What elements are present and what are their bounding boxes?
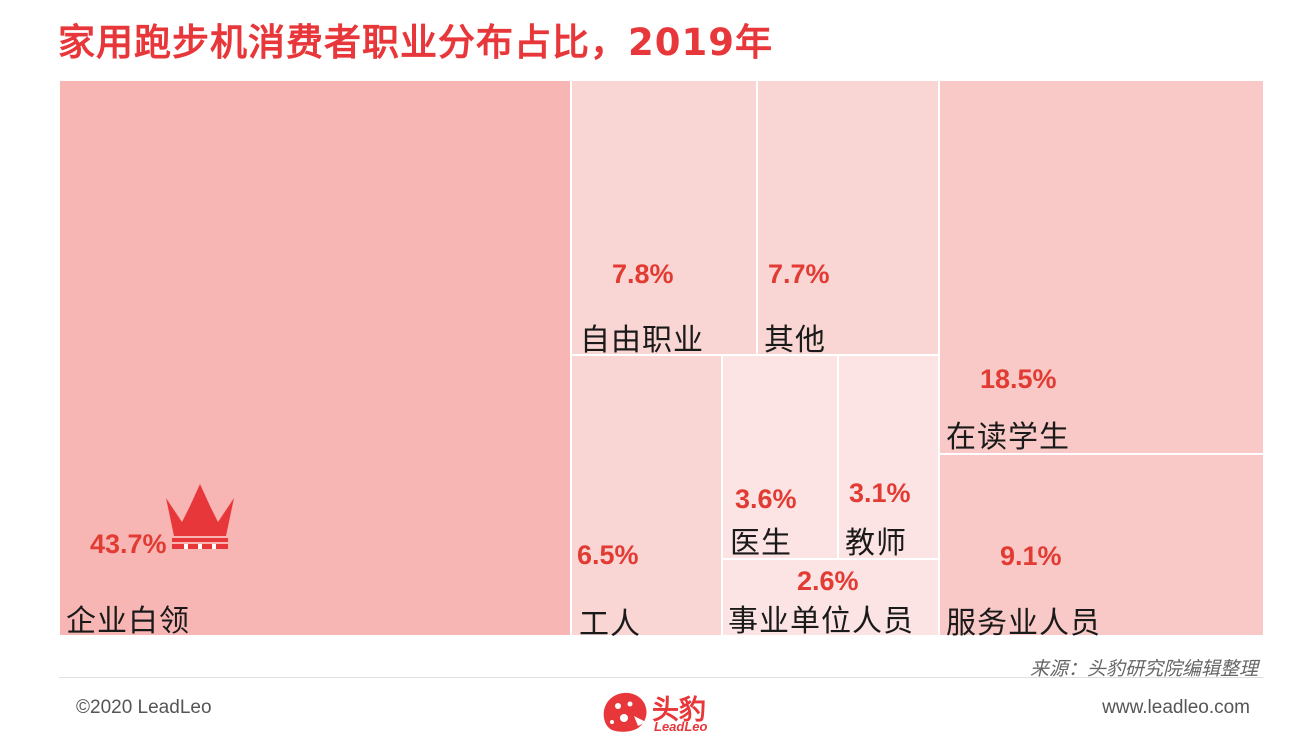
- tile-value-label: 3.6%: [735, 484, 797, 514]
- crown-icon: [166, 484, 234, 549]
- tile-value-label: 18.5%: [980, 364, 1057, 394]
- tile-category-label: 工人: [579, 607, 641, 642]
- brand-name-en: LeadLeo: [654, 719, 708, 734]
- tile-value-label: 6.5%: [577, 540, 639, 570]
- brand-name-cn: 头豹: [652, 695, 706, 726]
- tile-category-label: 服务业人员: [946, 606, 1101, 641]
- leopard-head-icon: [603, 692, 647, 732]
- treemap-chart: 43.7% 企业白领 18.5% 在读学生 9.1% 服务业人员 7.8% 自由职业 7.7% 其…: [59, 80, 1264, 642]
- copyright-text: ©2020 LeadLeo: [76, 697, 212, 718]
- brand-logo: 头豹 LeadLeo: [598, 688, 728, 736]
- source-note: 来源：头豹研究院编辑整理: [1029, 658, 1258, 680]
- website-link[interactable]: www.leadleo.com: [1102, 697, 1250, 718]
- treemap-tile-teacher: 3.1% 教师: [838, 355, 939, 561]
- tile-value-label: 3.1%: [849, 478, 911, 508]
- tile-value-label: 7.8%: [612, 259, 674, 289]
- tile-value-label: 2.6%: [797, 566, 859, 596]
- tile-value-label: 9.1%: [1000, 541, 1062, 571]
- tile-category-label: 在读学生: [946, 420, 1070, 455]
- treemap-tile-freelancer: 7.8% 自由职业: [571, 80, 757, 358]
- treemap-tile-doctor: 3.6% 医生: [722, 355, 838, 561]
- treemap-tile-white-collar: 43.7% 企业白领: [59, 80, 571, 639]
- tile-category-label: 事业单位人员: [728, 604, 914, 639]
- tile-category-label: 其他: [764, 323, 826, 358]
- tile-category-label: 企业白领: [66, 604, 190, 639]
- treemap-tile-service-staff: 9.1% 服务业人员: [939, 454, 1264, 641]
- tile-value-label: 7.7%: [768, 259, 830, 289]
- tile-category-label: 医生: [730, 526, 792, 561]
- footer-divider: [59, 677, 1264, 678]
- tile-category-label: 自由职业: [580, 323, 704, 358]
- chart-title: 家用跑步机消费者职业分布占比，2019年: [58, 21, 773, 64]
- treemap-tile-worker: 6.5% 工人: [571, 355, 722, 642]
- treemap-tile-other: 7.7% 其他: [757, 80, 939, 358]
- treemap-tile-student: 18.5% 在读学生: [939, 80, 1264, 455]
- tile-value-label: 43.7%: [90, 529, 167, 559]
- tile-category-label: 教师: [845, 526, 907, 561]
- treemap-tile-public-institution: 2.6% 事业单位人员: [722, 559, 939, 639]
